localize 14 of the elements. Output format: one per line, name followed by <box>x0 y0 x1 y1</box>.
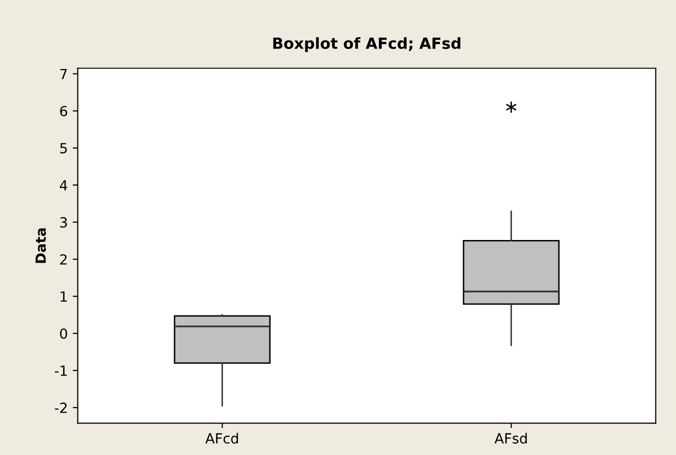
y-tick-label: 1 <box>60 291 67 302</box>
y-tick-label: 3 <box>60 217 67 228</box>
y-axis-title: Data <box>36 228 46 263</box>
y-tick-label: 2 <box>60 254 67 265</box>
chart-title: Boxplot of AFcd; AFsd <box>273 37 460 52</box>
y-tick-label: 0 <box>60 328 68 339</box>
y-tick-label: -1 <box>54 366 67 376</box>
y-tick-label: 7 <box>60 68 67 80</box>
y-tick-label: 5 <box>60 143 67 154</box>
x-tick-label: AFsd <box>494 432 527 444</box>
y-tick-label: -2 <box>54 402 67 413</box>
y-tick-label: 6 <box>60 106 68 116</box>
x-tick-label: AFcd <box>205 432 238 444</box>
y-tick-label: 4 <box>60 180 68 190</box>
